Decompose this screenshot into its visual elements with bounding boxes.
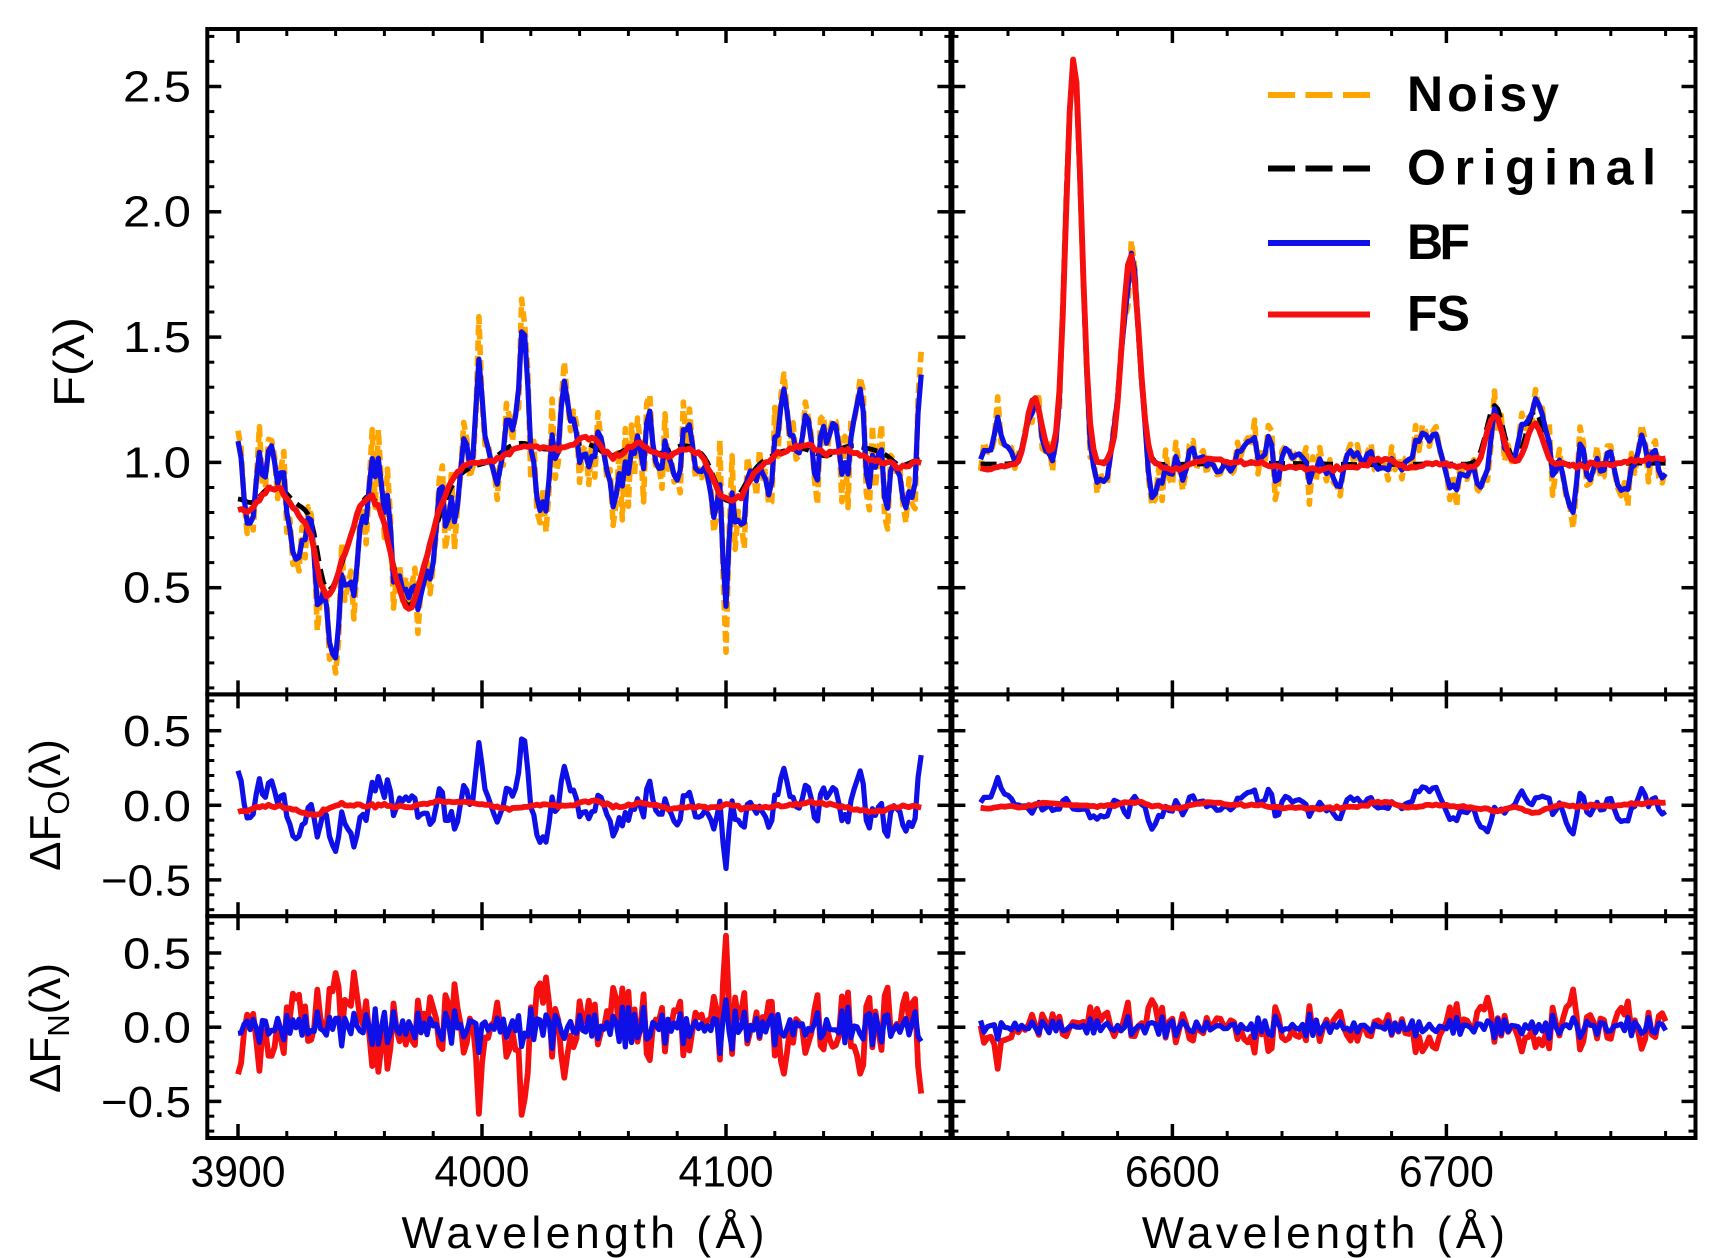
svg-text:4000: 4000	[435, 1148, 530, 1197]
svg-text:0.0: 0.0	[123, 782, 191, 831]
svg-text:0.0: 0.0	[123, 1004, 191, 1053]
svg-text:1.5: 1.5	[123, 313, 191, 362]
svg-text:2.5: 2.5	[123, 62, 191, 111]
svg-text:0.5: 0.5	[123, 564, 191, 613]
svg-text:F(λ): F(λ)	[45, 317, 94, 407]
svg-text:BF: BF	[1407, 214, 1470, 270]
svg-text:2.0: 2.0	[123, 188, 191, 237]
svg-text:Wavelength (Å): Wavelength (Å)	[402, 1209, 765, 1258]
svg-text:3900: 3900	[191, 1148, 286, 1197]
svg-text:Original: Original	[1407, 140, 1656, 196]
svg-text:Wavelength (Å): Wavelength (Å)	[1142, 1209, 1505, 1258]
svg-text:FS: FS	[1407, 286, 1470, 342]
svg-text:ΔFO(λ): ΔFO(λ)	[21, 739, 76, 871]
svg-text:0.5: 0.5	[123, 929, 191, 978]
svg-text:−0.5: −0.5	[101, 1078, 191, 1127]
svg-text:1.0: 1.0	[123, 438, 191, 487]
svg-text:Noisy: Noisy	[1407, 66, 1559, 122]
svg-text:6600: 6600	[1125, 1148, 1220, 1197]
svg-text:4100: 4100	[679, 1148, 774, 1197]
svg-text:0.5: 0.5	[123, 707, 191, 756]
svg-text:6700: 6700	[1399, 1148, 1494, 1197]
svg-text:−0.5: −0.5	[101, 856, 191, 905]
